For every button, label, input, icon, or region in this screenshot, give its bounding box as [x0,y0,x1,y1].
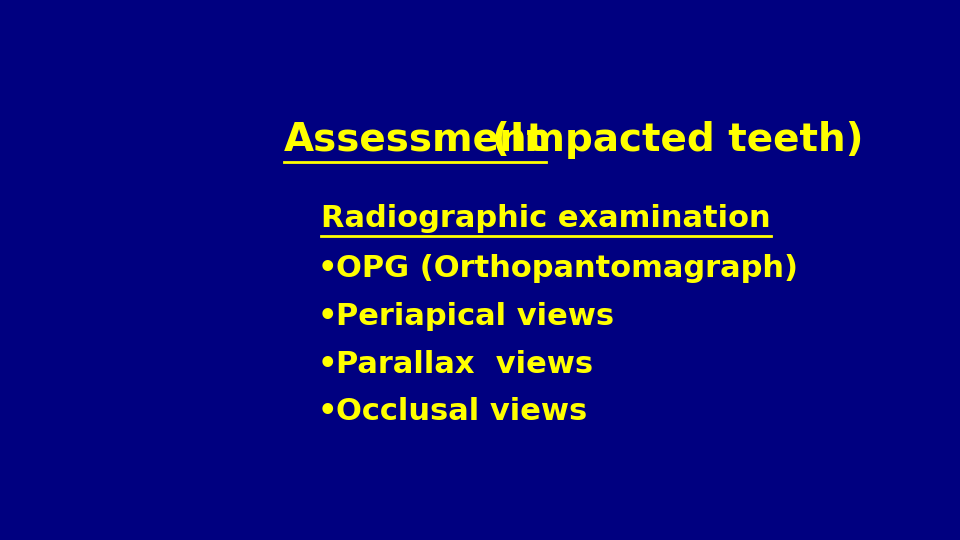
Text: Assessment: Assessment [284,120,546,159]
Text: Periapical views: Periapical views [336,302,613,331]
Text: •: • [317,302,337,331]
Text: Parallax  views: Parallax views [336,350,593,379]
Text: (Impacted teeth): (Impacted teeth) [492,120,863,159]
Text: OPG (Orthopantomagraph): OPG (Orthopantomagraph) [336,254,798,283]
Text: •: • [317,397,337,427]
Text: Radiographic examination: Radiographic examination [321,204,771,233]
Text: •: • [317,350,337,379]
Text: Occlusal views: Occlusal views [336,397,587,427]
Text: •: • [317,254,337,283]
